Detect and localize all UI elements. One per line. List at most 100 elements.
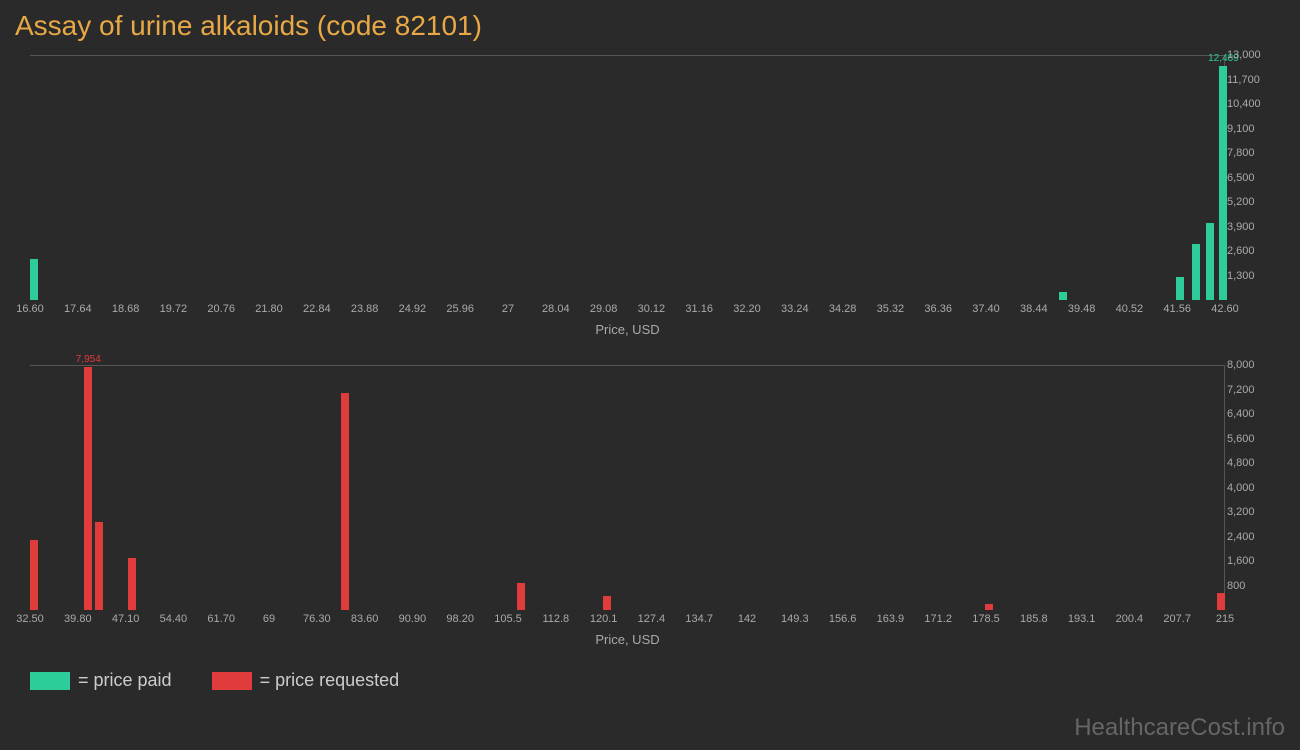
bar [1206,223,1214,300]
y-tick: 6,400 [1227,408,1255,420]
x-tick: 17.64 [64,303,92,315]
x-tick: 61.70 [207,613,235,625]
bar [985,604,993,610]
x-tick: 34.28 [829,303,857,315]
legend: = price paid = price requested [15,670,1285,691]
x-tick: 42.60 [1211,303,1239,315]
x-tick: 31.16 [685,303,713,315]
x-tick: 76.30 [303,613,331,625]
x-tick: 69 [263,613,275,625]
legend-label: = price paid [78,670,172,691]
legend-swatch [212,672,252,690]
x-tick: 149.3 [781,613,809,625]
x-tick: 134.7 [685,613,713,625]
x-tick: 40.52 [1116,303,1144,315]
x-tick: 36.36 [924,303,952,315]
bar-value-label: 7,954 [76,354,101,365]
bar [1192,244,1200,300]
x-tick: 193.1 [1068,613,1096,625]
bar [1217,593,1225,610]
x-tick: 27 [502,303,514,315]
y-tick: 800 [1227,580,1245,592]
y-tick: 6,500 [1227,172,1255,184]
y-tick: 2,400 [1227,531,1255,543]
x-tick: 37.40 [972,303,1000,315]
bar [517,583,525,610]
y-tick: 5,200 [1227,196,1255,208]
x-tick: 178.5 [972,613,1000,625]
x-tick: 25.96 [446,303,474,315]
x-tick: 120.1 [590,613,618,625]
x-tick: 98.20 [446,613,474,625]
x-tick: 38.44 [1020,303,1048,315]
x-tick: 47.10 [112,613,140,625]
y-tick: 3,200 [1227,506,1255,518]
y-tick: 2,600 [1227,245,1255,257]
chart-price-requested: 7,954 32.50 39.80 47.10 54.40 61.70 69 76.30 83… [15,360,1285,655]
bar [128,558,136,610]
x-tick: 156.6 [829,613,857,625]
y-tick: 1,300 [1227,270,1255,282]
y-tick: 4,800 [1227,457,1255,469]
bar [1059,292,1067,300]
chart-title: Assay of urine alkaloids (code 82101) [15,10,1285,42]
legend-item: = price requested [212,670,400,691]
x-tick: 28.04 [542,303,570,315]
x-tick: 207.7 [1163,613,1191,625]
x-axis-label-top: Price, USD [30,322,1225,337]
x-tick: 19.72 [160,303,188,315]
bar [30,259,38,300]
bar [341,393,349,610]
x-tick: 200.4 [1116,613,1144,625]
y-tick: 11,700 [1227,74,1260,86]
x-tick: 54.40 [160,613,188,625]
y-tick: 4,000 [1227,482,1255,494]
bar [95,522,103,610]
chart-price-paid: 12,489 16.6017.6418.6819.7220.7621.8022.… [15,50,1285,345]
x-tick: 142 [738,613,756,625]
x-tick: 30.12 [638,303,666,315]
x-tick: 39.48 [1068,303,1096,315]
x-tick: 39.80 [64,613,92,625]
y-tick: 5,600 [1227,433,1255,445]
y-tick: 9,100 [1227,123,1255,135]
x-tick: 23.88 [351,303,379,315]
y-tick: 8,000 [1227,359,1255,371]
x-tick: 83.60 [351,613,379,625]
x-tick: 171.2 [924,613,952,625]
bar [30,540,38,610]
bar: 7,954 [84,367,92,610]
x-tick: 32.50 [16,613,44,625]
x-axis-label-bottom: Price, USD [30,632,1225,647]
y-tick: 10,400 [1227,98,1261,110]
y-tick: 7,800 [1227,147,1255,159]
legend-label: = price requested [260,670,400,691]
x-tick: 163.9 [877,613,905,625]
legend-swatch [30,672,70,690]
x-tick: 105.5 [494,613,522,625]
x-tick: 33.24 [781,303,809,315]
y-tick: 1,600 [1227,555,1255,567]
x-tick: 32.20 [733,303,761,315]
x-tick: 20.76 [207,303,235,315]
x-tick: 22.84 [303,303,331,315]
x-tick: 18.68 [112,303,140,315]
y-tick: 3,900 [1227,221,1255,233]
x-tick: 16.60 [16,303,44,315]
y-tick: 13,000 [1227,49,1261,61]
x-tick: 215 [1216,613,1234,625]
watermark: HealthcareCost.info [1074,714,1285,742]
x-tick: 21.80 [255,303,283,315]
x-tick: 127.4 [638,613,666,625]
bar [603,596,611,610]
x-tick: 90.90 [399,613,427,625]
x-tick: 24.92 [399,303,427,315]
y-tick: 7,200 [1227,384,1255,396]
x-tick: 185.8 [1020,613,1048,625]
x-tick: 35.32 [877,303,905,315]
bar [1176,277,1184,300]
x-tick: 112.8 [542,613,569,625]
x-tick: 29.08 [590,303,618,315]
x-tick: 41.56 [1163,303,1191,315]
legend-item: = price paid [30,670,172,691]
